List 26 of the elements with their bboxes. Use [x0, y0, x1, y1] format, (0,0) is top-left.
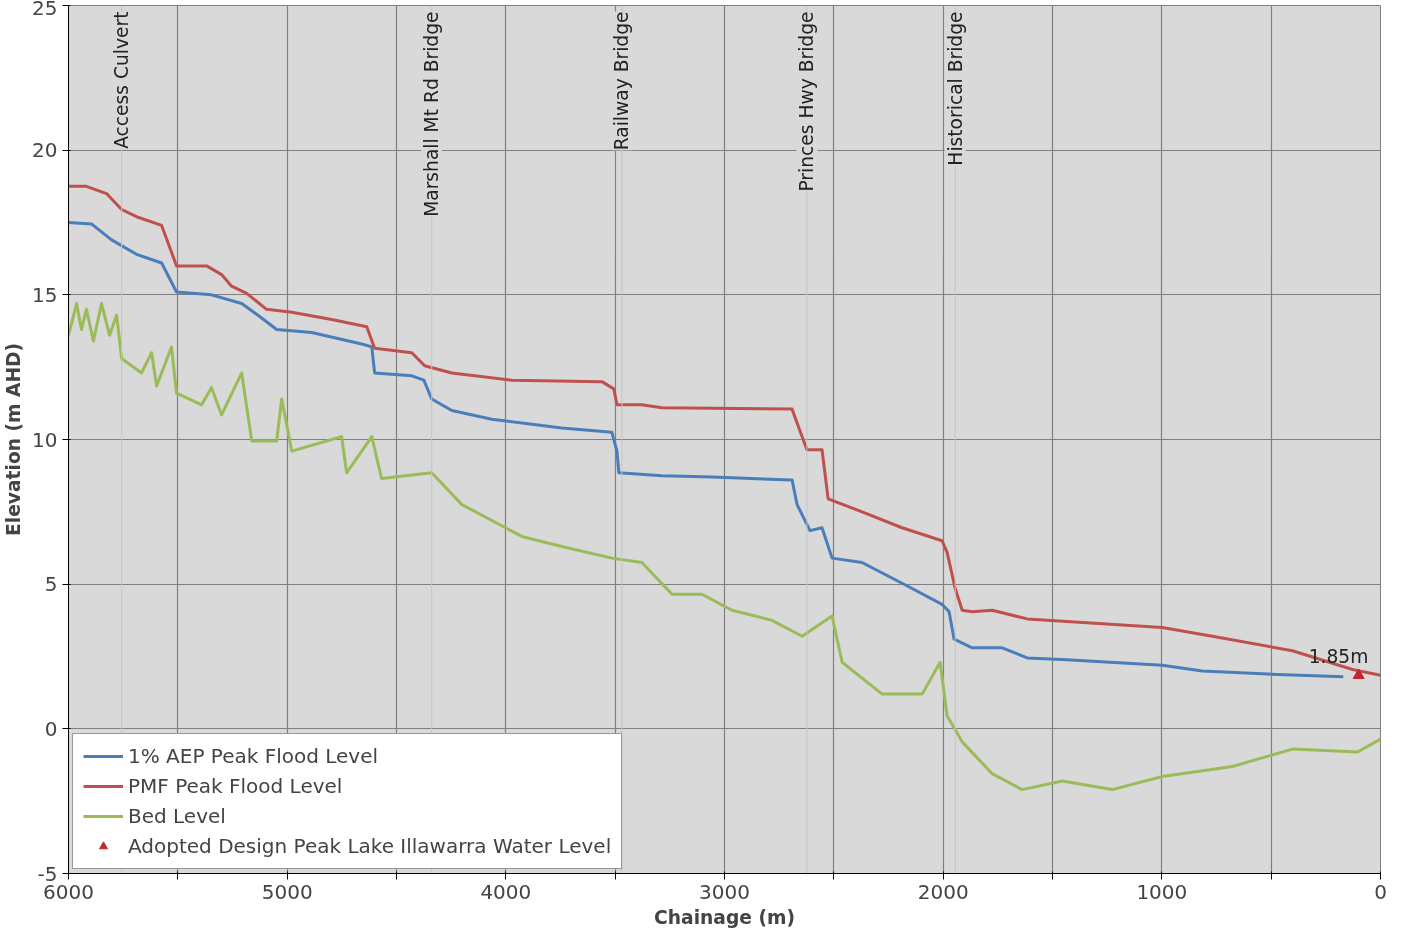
line-series	[68, 302, 1381, 792]
x-tick-label: 0	[1374, 879, 1387, 904]
x-tick-label: 4000	[480, 879, 532, 904]
ref-line-label: Princes Hwy Bridge	[796, 11, 818, 192]
y-tick-label: 10	[32, 427, 58, 452]
legend-label: Adopted Design Peak Lake Illawarra Water Level	[128, 834, 612, 858]
y-tick-label: 15	[32, 282, 58, 307]
x-axis-title: Chainage (m)	[654, 906, 795, 928]
ref-line-label: Access Culvert	[111, 11, 133, 149]
y-tick-label: 20	[32, 138, 58, 163]
legend-label: PMF Peak Flood Level	[128, 774, 343, 798]
ref-line-label: Marshall Mt Rd Bridge	[421, 11, 443, 217]
legend-label: Bed Level	[128, 804, 226, 828]
y-tick-label: 25	[32, 0, 58, 20]
y-tick-label: 5	[44, 572, 58, 597]
x-tick-label: 2000	[917, 879, 969, 904]
y-axis-title: Elevation (m AHD)	[3, 343, 25, 536]
ref-line-label: Railway Bridge	[611, 11, 633, 151]
x-tick-label: 3000	[699, 879, 750, 904]
data-label: 1.85m	[1308, 646, 1369, 668]
y-tick-label: 0	[44, 716, 58, 741]
legend-label: 1% AEP Peak Flood Level	[128, 744, 379, 768]
ref-line-label: Historical Bridge	[944, 11, 966, 166]
y-tick-label: -5	[37, 861, 58, 886]
x-tick-label: 1000	[1136, 879, 1188, 904]
x-tick-label: 5000	[261, 879, 313, 904]
